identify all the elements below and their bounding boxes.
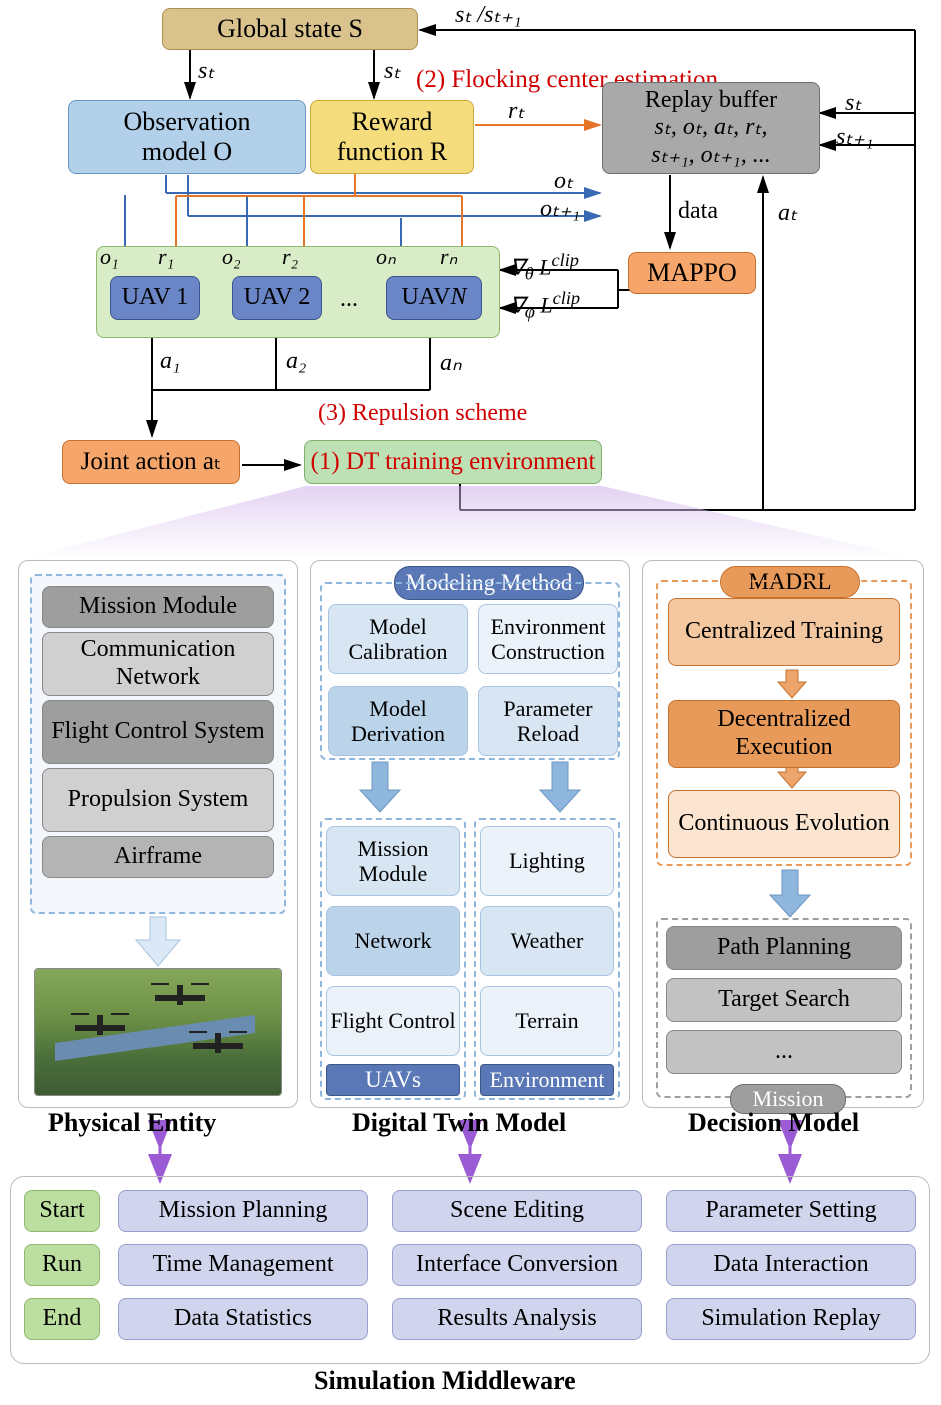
middleware-cell: Simulation Replay	[666, 1298, 916, 1340]
middleware-cell: Time Management	[118, 1244, 368, 1286]
middleware-cell: Mission Planning	[118, 1190, 368, 1232]
dtm-env-item: Terrain	[480, 986, 614, 1056]
data-label: data	[678, 198, 718, 225]
uav2-label: UAV 2	[244, 284, 310, 312]
uav1-box: UAV 1	[110, 276, 200, 320]
joint-action-label: Joint action aₜ	[81, 448, 222, 477]
middleware-left: End	[24, 1298, 100, 1340]
st-l1: sₜ	[198, 56, 214, 85]
dtm-title: Digital Twin Model	[352, 1108, 566, 1138]
reward-l1: Reward	[352, 107, 433, 136]
dt-env-box: (1) DT training environment	[304, 440, 602, 484]
r2: r₂	[282, 244, 298, 270]
replay-l2: sₜ, oₜ, aₜ, rₜ,	[655, 114, 768, 140]
aN: aₙ	[440, 348, 462, 377]
physical-item: Communication Network	[42, 632, 274, 696]
grad1: ∇θ Lclip	[510, 250, 579, 285]
oN: oₙ	[376, 244, 396, 270]
dtm-env-item: Weather	[480, 906, 614, 976]
mission-item: Target Search	[666, 978, 902, 1022]
middleware-cell: Data Interaction	[666, 1244, 916, 1286]
dtm-method-item: Environment Construction	[478, 604, 618, 674]
mission-item: Path Planning	[666, 926, 902, 970]
st-st1-label: sₜ /sₜ₊₁	[455, 0, 522, 29]
st-r1: sₜ	[845, 88, 861, 117]
dtm-method-item: Model Calibration	[328, 604, 468, 674]
global-state-box: Global state S	[162, 8, 418, 50]
uav1-label: UAV 1	[122, 284, 188, 312]
a2: a₂	[286, 348, 306, 375]
dtm-env-item: Lighting	[480, 826, 614, 896]
env-header-text: Environment	[490, 1067, 605, 1092]
st-l2: sₜ	[384, 56, 400, 85]
middleware-cell: Parameter Setting	[666, 1190, 916, 1232]
middleware-title: Simulation Middleware	[314, 1366, 576, 1396]
rt-label: rₜ	[508, 96, 524, 125]
dtm-method-item: Model Derivation	[328, 686, 468, 756]
madrl-item: Decentralized Execution	[668, 700, 900, 768]
replay-l3: sₜ₊₁, oₜ₊₁, ...	[651, 142, 771, 168]
joint-action-box: Joint action aₜ	[62, 440, 240, 484]
uavN-box: UAV N	[386, 276, 482, 320]
o1: o₁	[100, 244, 119, 270]
uavs-header-text: UAVs	[365, 1067, 421, 1093]
at-r-label: aₜ	[778, 198, 797, 227]
uav2-box: UAV 2	[232, 276, 322, 320]
ot-label: oₜ	[554, 166, 573, 195]
dtm-method-item: Parameter Reload	[478, 686, 618, 756]
a1: a₁	[160, 348, 180, 375]
replay-l1: Replay buffer	[645, 87, 777, 113]
madrl-item: Continuous Evolution	[668, 790, 900, 858]
physical-title: Physical Entity	[48, 1108, 216, 1138]
middleware-cell: Scene Editing	[392, 1190, 642, 1232]
middleware-cell: Interface Conversion	[392, 1244, 642, 1286]
dt-env-label: (1) DT training environment	[311, 448, 596, 477]
rN: rₙ	[440, 244, 457, 270]
global-state-label: Global state S	[217, 14, 363, 44]
physical-item: Mission Module	[42, 586, 274, 628]
dtm-uav-item: Mission Module	[326, 826, 460, 896]
middleware-left: Start	[24, 1190, 100, 1232]
mappo-box: MAPPO	[628, 252, 756, 294]
r1: r₁	[158, 244, 174, 270]
repulsion-label: (3) Repulsion scheme	[318, 400, 527, 427]
ot1-label: oₜ₊₁	[540, 194, 580, 223]
st-r2: sₜ₊₁	[836, 122, 873, 151]
obs-l2: model O	[142, 137, 232, 166]
dtm-uav-item: Flight Control	[326, 986, 460, 1056]
reward-box: Reward function R	[310, 100, 474, 174]
uavs-header: UAVs	[326, 1064, 460, 1096]
middleware-left: Run	[24, 1244, 100, 1286]
obs-model-box: Observation model O	[68, 100, 306, 174]
replay-buffer-box: Replay buffer sₜ, oₜ, aₜ, rₜ, sₜ₊₁, oₜ₊₁…	[602, 82, 820, 174]
o2: o₂	[222, 244, 241, 270]
grad2: ∇φ Lclip	[510, 288, 580, 323]
env-header: Environment	[480, 1064, 614, 1096]
uav-dots: ...	[340, 286, 358, 313]
reward-l2: function R	[337, 137, 448, 166]
madrl-item: Centralized Training	[668, 598, 900, 666]
physical-item: Airframe	[42, 836, 274, 878]
dtm-uav-item: Network	[326, 906, 460, 976]
mission-item: ...	[666, 1030, 902, 1074]
obs-l1: Observation	[123, 107, 250, 136]
middleware-cell: Results Analysis	[392, 1298, 642, 1340]
physical-item: Propulsion System	[42, 768, 274, 832]
middleware-cell: Data Statistics	[118, 1298, 368, 1340]
mappo-label: MAPPO	[647, 258, 737, 288]
physical-item: Flight Control System	[42, 700, 274, 764]
decision-title: Decision Model	[688, 1108, 859, 1138]
drone-scene	[34, 968, 282, 1096]
